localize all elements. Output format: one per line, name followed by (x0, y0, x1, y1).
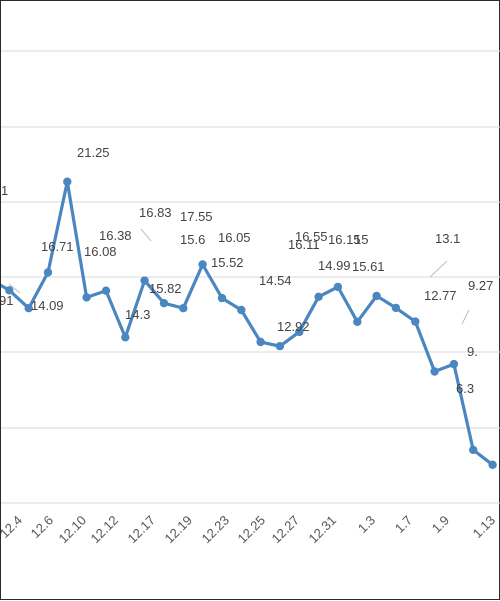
data-point (488, 460, 497, 469)
gridlines (1, 50, 500, 504)
data-point (256, 337, 265, 347)
data-point (314, 292, 323, 301)
data-label: 6.3 (456, 381, 474, 396)
data-point (391, 303, 401, 313)
data-label: 16.05 (218, 230, 251, 245)
data-label: 15.61 (352, 259, 385, 274)
data-point (140, 276, 149, 285)
data-point (5, 286, 14, 295)
data-label: 12.92 (277, 319, 310, 334)
tick-label: 1.9 (429, 513, 452, 536)
data-label: 16.55 (295, 229, 328, 244)
data-label: 16.38 (99, 228, 132, 243)
data-label: 16.08 (84, 244, 117, 259)
data-label: 13.1 (435, 231, 460, 246)
leader-line (461, 309, 470, 325)
data-point (217, 293, 227, 303)
data-label: 16.71 (41, 239, 74, 254)
tick-label: 12.19 (162, 513, 196, 547)
data-point (101, 286, 111, 295)
tick-label: 1.13 (470, 513, 499, 542)
leader-line (8, 283, 21, 294)
data-label: 16.83 (139, 205, 172, 220)
tick-label: 12.10 (56, 513, 90, 547)
data-point (82, 293, 91, 302)
tick-label: 12.6 (28, 513, 57, 542)
tick-label: 1.7 (392, 513, 415, 536)
data-point (353, 317, 362, 326)
data-label: 9. (467, 344, 478, 359)
data-label: 14.09 (31, 298, 64, 313)
data-point (411, 317, 420, 326)
series-layer (1, 177, 497, 469)
data-label: 15 (354, 232, 368, 247)
data-label: 21.25 (77, 145, 110, 160)
data-point (372, 291, 381, 301)
tick-label: 12.31 (306, 513, 340, 547)
data-point (333, 282, 343, 292)
data-label: 14.3 (125, 307, 150, 322)
data-point (449, 359, 459, 369)
data-point (198, 260, 207, 269)
data-point (430, 367, 439, 376)
data-label: 12.77 (424, 288, 457, 303)
data-label: 15.52 (211, 255, 244, 270)
tick-label: 12.17 (125, 513, 159, 547)
data-label: 14.54 (259, 273, 292, 288)
tick-label: 12.12 (88, 513, 122, 547)
leader-line (429, 260, 448, 278)
data-point (295, 327, 304, 337)
data-label: 9.27 (468, 278, 493, 293)
data-label: 15.82 (149, 281, 182, 296)
tick-label: 12.27 (269, 513, 303, 547)
data-label: 91 (1, 293, 13, 308)
data-point (63, 177, 72, 186)
leader-line (140, 228, 152, 242)
data-label: 16.11 (288, 237, 320, 252)
data-point (469, 445, 478, 455)
data-point (121, 333, 130, 342)
tick-label: 1.3 (355, 513, 378, 536)
data-point (159, 299, 169, 308)
data-label: 17.55 (180, 209, 213, 224)
data-label: 16.15 (328, 232, 361, 247)
data-point (24, 304, 33, 313)
data-point (275, 342, 285, 351)
tick-label: 12.23 (199, 513, 233, 547)
data-point (179, 304, 188, 313)
data-label: 15.6 (180, 232, 205, 247)
tick-label: 12.4 (1, 513, 25, 542)
data-point (237, 305, 246, 315)
data-label: 14.99 (318, 258, 351, 273)
tick-label: 12.25 (235, 513, 269, 547)
data-point (43, 268, 53, 277)
data-label: 1 (1, 183, 8, 198)
